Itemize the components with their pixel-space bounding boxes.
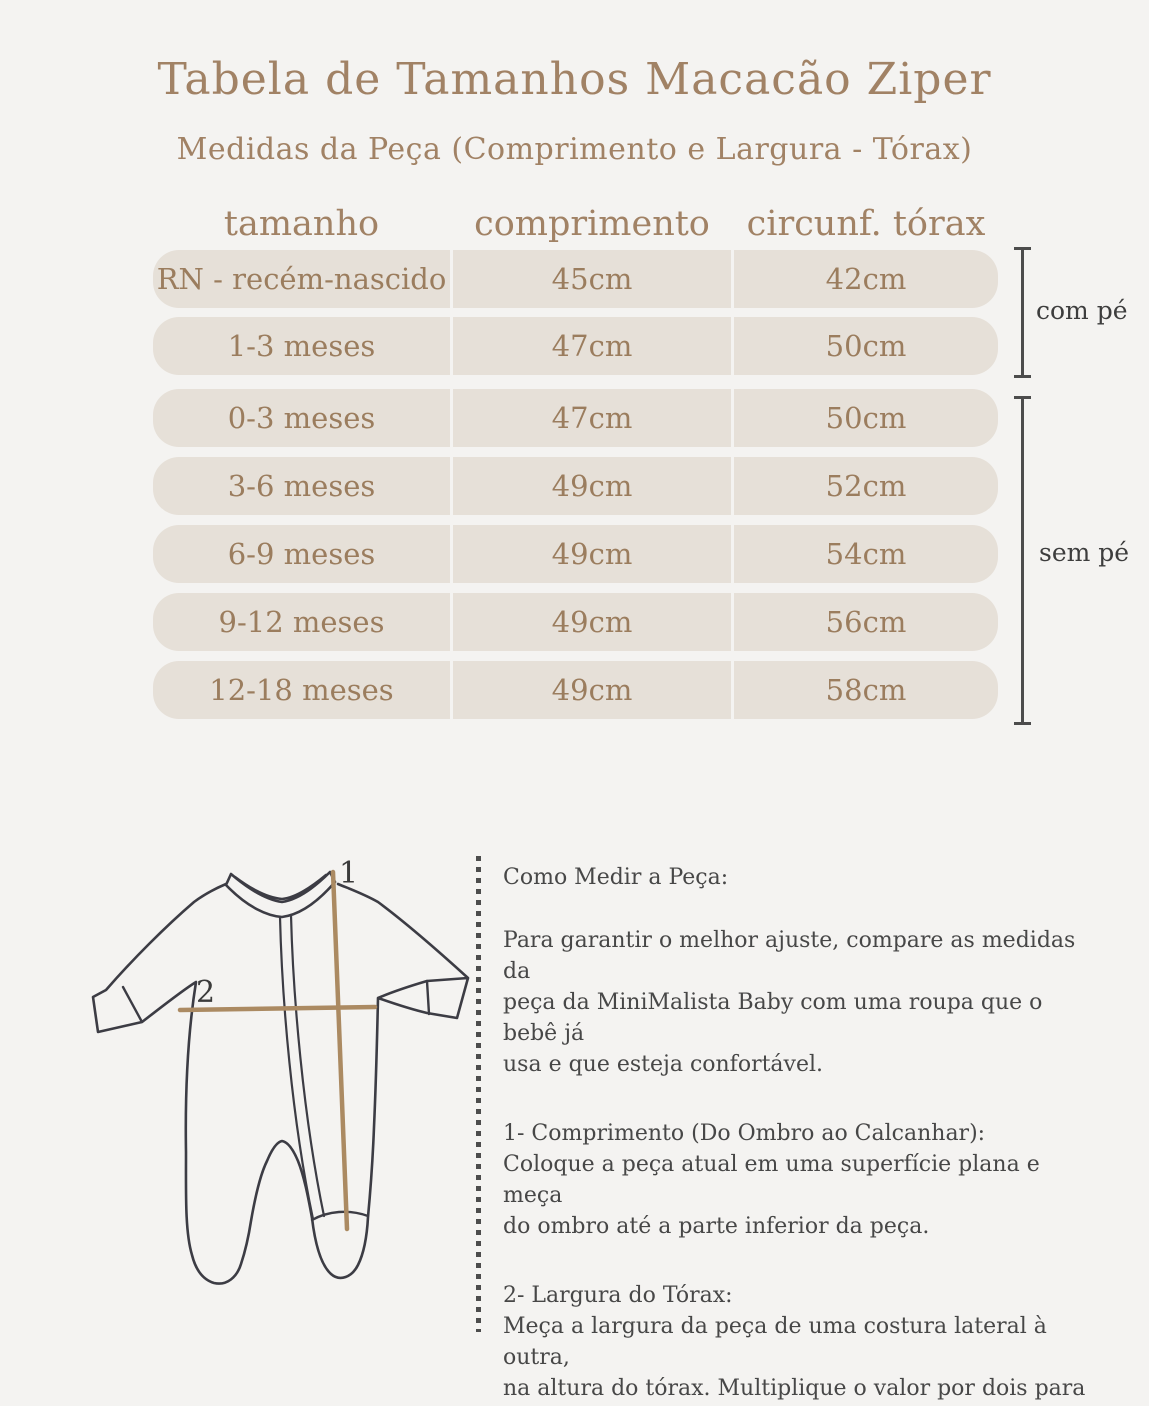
step2-body: Meça a largura da peça de uma costura la… [503, 1314, 1086, 1401]
table-cell-length: 47cm [453, 389, 731, 447]
table-cell-size: 0-3 meses [153, 389, 450, 447]
table-cell-length: 45cm [453, 250, 731, 308]
foot-seam [310, 1210, 370, 1222]
column-header-size: tamanho [223, 204, 380, 244]
table-cell-size: 9-12 meses [153, 593, 450, 651]
sem-pe-bracket [1014, 396, 1031, 725]
romper-outline [91, 882, 470, 1285]
sem-pe-label: sem pé [1039, 538, 1130, 567]
page-subtitle: Medidas da Peça (Comprimento e Largura -… [176, 132, 973, 167]
table-cell-size: 3-6 meses [153, 457, 450, 515]
com-pe-bracket [1014, 247, 1031, 378]
table-cell-length: 49cm [453, 525, 731, 583]
table-row: RN - recém-nascido 45cm 42cm [153, 250, 998, 308]
table-group-sem-pe: 0-3 meses 47cm 50cm 3-6 meses 49cm 52cm … [153, 389, 998, 719]
table-cell-chest: 50cm [734, 389, 998, 447]
step1-body: Coloque a peça atual em uma superfície p… [503, 1152, 1040, 1239]
measuring-instructions: Como Medir a Peça: Para garantir o melho… [503, 862, 1103, 1406]
step1-title: 1- Comprimento (Do Ombro ao Calcanhar): [503, 1121, 986, 1146]
measure-line-2 [177, 1004, 378, 1013]
table-cell-length: 47cm [453, 317, 731, 375]
page-title: Tabela de Tamanhos Macacão Ziper [157, 54, 992, 105]
table-header-row: tamanho comprimento circunf. tórax [153, 200, 998, 248]
measure-line-1 [330, 869, 350, 1232]
instructions-intro: Para garantir o melhor ajuste, compare a… [503, 928, 1076, 1077]
table-cell-size: RN - recém-nascido [153, 250, 450, 308]
table-cell-length: 49cm [453, 457, 731, 515]
collar [224, 870, 337, 919]
dotted-divider [476, 856, 481, 1332]
instructions-heading: Como Medir a Peça: [503, 865, 729, 890]
column-header-length: comprimento [474, 204, 710, 244]
table-cell-chest: 56cm [734, 593, 998, 651]
table-row: 1-3 meses 47cm 50cm [153, 317, 998, 375]
table-cell-chest: 42cm [734, 250, 998, 308]
cuff-seam-left [121, 985, 144, 1024]
romper-diagram: 1 2 [91, 856, 470, 1285]
zipper [278, 913, 326, 1221]
table-cell-size: 6-9 meses [153, 525, 450, 583]
instruction-step-1: 1- Comprimento (Do Ombro ao Calcanhar): … [503, 1118, 1103, 1242]
table-cell-size: 12-18 meses [153, 661, 450, 719]
instruction-step-2: 2- Largura do Tórax: Meça a largura da p… [503, 1280, 1103, 1406]
table-row: 6-9 meses 49cm 54cm [153, 525, 998, 583]
measure-label-2: 2 [196, 975, 215, 1010]
table-cell-length: 49cm [453, 661, 731, 719]
cuff-seam-right [425, 979, 431, 1016]
table-cell-chest: 54cm [734, 525, 998, 583]
step2-title: 2- Largura do Tórax: [503, 1283, 733, 1308]
table-group-com-pe: RN - recém-nascido 45cm 42cm 1-3 meses 4… [153, 250, 998, 375]
table-cell-chest: 50cm [734, 317, 998, 375]
table-cell-chest: 52cm [734, 457, 998, 515]
table-row: 12-18 meses 49cm 58cm [153, 661, 998, 719]
measure-label-1: 1 [339, 856, 358, 891]
table-cell-length: 49cm [453, 593, 731, 651]
column-header-chest: circunf. tórax [746, 204, 986, 244]
table-row: 9-12 meses 49cm 56cm [153, 593, 998, 651]
com-pe-label: com pé [1036, 296, 1128, 325]
table-cell-size: 1-3 meses [153, 317, 450, 375]
table-cell-chest: 58cm [734, 661, 998, 719]
table-row: 0-3 meses 47cm 50cm [153, 389, 998, 447]
table-row: 3-6 meses 49cm 52cm [153, 457, 998, 515]
